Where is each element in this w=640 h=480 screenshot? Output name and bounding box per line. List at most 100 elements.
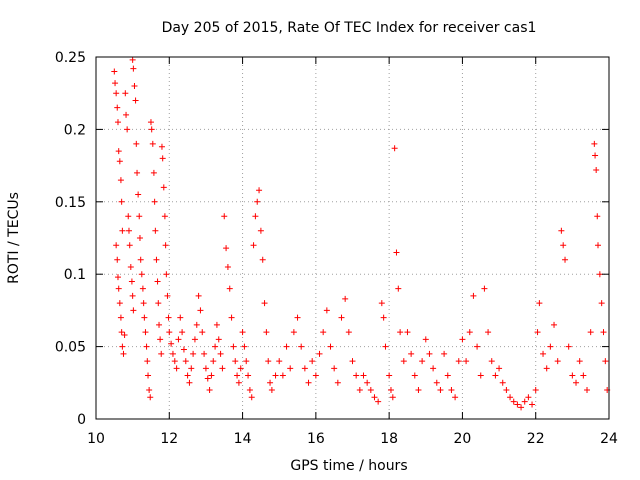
data-point bbox=[136, 235, 143, 241]
data-point bbox=[115, 148, 122, 155]
data-point bbox=[151, 198, 158, 205]
data-point bbox=[197, 307, 204, 314]
data-point bbox=[114, 104, 121, 111]
x-tick-label: 18 bbox=[380, 431, 398, 447]
data-point bbox=[481, 285, 488, 292]
data-point bbox=[378, 300, 385, 307]
data-point bbox=[147, 394, 154, 401]
y-tick-label: 0.1 bbox=[64, 267, 86, 283]
x-tick-label: 14 bbox=[234, 431, 252, 447]
data-point bbox=[334, 379, 341, 386]
data-point bbox=[441, 350, 448, 357]
data-point bbox=[261, 300, 268, 307]
data-point bbox=[342, 295, 349, 302]
data-point bbox=[223, 245, 230, 252]
data-point bbox=[496, 365, 503, 372]
data-point bbox=[529, 401, 536, 408]
data-point bbox=[499, 379, 506, 386]
data-point bbox=[228, 314, 235, 321]
data-point bbox=[217, 350, 224, 357]
data-point bbox=[129, 56, 136, 63]
data-point bbox=[215, 336, 222, 343]
data-point bbox=[114, 274, 121, 281]
y-axis-label: ROTI / TECUs bbox=[6, 192, 22, 284]
data-point bbox=[327, 343, 334, 350]
data-point bbox=[536, 300, 543, 307]
data-point bbox=[252, 213, 259, 220]
data-point bbox=[338, 314, 345, 321]
data-point bbox=[422, 336, 429, 343]
data-point bbox=[573, 379, 580, 386]
data-point bbox=[593, 166, 600, 173]
data-point bbox=[301, 365, 308, 372]
data-point bbox=[455, 358, 462, 365]
data-point bbox=[349, 358, 356, 365]
data-point bbox=[492, 372, 499, 379]
data-point bbox=[316, 350, 323, 357]
data-point bbox=[521, 398, 528, 405]
x-tick-label: 12 bbox=[160, 431, 178, 447]
data-point bbox=[146, 387, 153, 394]
data-point bbox=[518, 404, 525, 411]
grid-lines bbox=[96, 57, 609, 419]
data-point bbox=[353, 372, 360, 379]
data-point bbox=[237, 365, 244, 372]
data-point bbox=[120, 350, 127, 357]
data-point bbox=[600, 329, 607, 336]
plot-frame bbox=[95, 56, 610, 420]
data-point bbox=[157, 336, 164, 343]
data-point bbox=[474, 343, 481, 350]
data-point bbox=[375, 398, 382, 405]
data-point bbox=[191, 336, 198, 343]
x-tick-labels: 10 12 14 16 18 20 22 24 bbox=[87, 431, 618, 447]
data-point bbox=[598, 300, 605, 307]
data-point bbox=[116, 300, 123, 307]
data-point bbox=[580, 372, 587, 379]
data-point bbox=[145, 372, 152, 379]
data-point bbox=[595, 242, 602, 249]
data-point bbox=[121, 332, 128, 339]
data-point bbox=[452, 394, 459, 401]
data-point bbox=[389, 394, 396, 401]
data-point bbox=[323, 307, 330, 314]
data-point bbox=[127, 263, 134, 270]
data-point bbox=[257, 227, 264, 234]
data-point bbox=[117, 177, 124, 184]
data-point bbox=[116, 158, 123, 165]
data-point bbox=[195, 292, 202, 299]
data-point bbox=[411, 372, 418, 379]
data-point bbox=[534, 329, 541, 336]
data-point bbox=[320, 329, 327, 336]
data-point bbox=[149, 140, 156, 147]
data-point bbox=[371, 394, 378, 401]
data-point bbox=[594, 213, 601, 220]
data-point bbox=[543, 365, 550, 372]
data-point bbox=[267, 379, 274, 386]
data-point bbox=[201, 350, 208, 357]
data-point bbox=[234, 372, 241, 379]
data-point bbox=[426, 350, 433, 357]
data-point bbox=[153, 256, 160, 263]
data-point bbox=[118, 198, 125, 205]
data-point bbox=[514, 401, 521, 408]
data-point bbox=[130, 307, 137, 314]
data-point bbox=[592, 152, 599, 159]
data-point bbox=[190, 350, 197, 357]
data-point bbox=[179, 329, 186, 336]
data-point bbox=[188, 365, 195, 372]
data-point bbox=[356, 387, 363, 394]
data-point bbox=[408, 350, 415, 357]
data-point bbox=[154, 278, 161, 285]
data-point bbox=[393, 249, 400, 256]
data-point bbox=[265, 358, 272, 365]
data-point bbox=[345, 329, 352, 336]
data-point bbox=[243, 358, 250, 365]
data-point bbox=[485, 329, 492, 336]
data-point bbox=[133, 140, 140, 147]
data-point bbox=[256, 187, 263, 194]
data-point bbox=[391, 145, 398, 152]
data-point bbox=[114, 256, 121, 263]
data-point bbox=[576, 358, 583, 365]
data-point bbox=[202, 365, 209, 372]
data-point bbox=[386, 372, 393, 379]
